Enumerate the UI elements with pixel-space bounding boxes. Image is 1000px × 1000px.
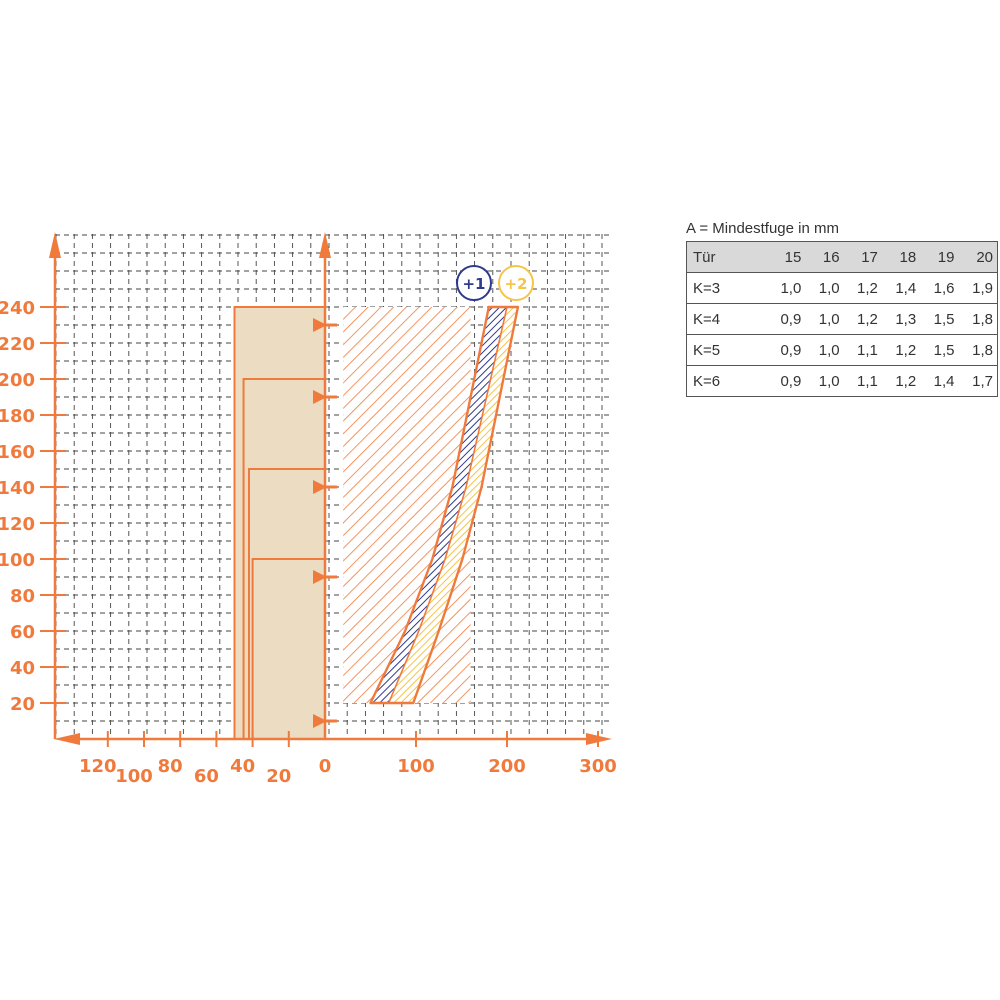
table-cell: 1,2 [881,365,921,397]
table-cell: 1,0 [805,272,844,304]
dimension-table: Tür 15 16 17 18 19 20 K=3 1,0 1,0 1,2 1,4 1,6 1,9 K=4… [686,241,998,397]
table-row-label: K=6 [686,365,767,397]
table-row-label: K=3 [686,272,767,304]
table-cell: 1,0 [767,272,806,304]
table-cell: 1,9 [958,272,998,304]
x-tick-label-left: 120 [79,756,117,777]
table-cell: 1,1 [843,334,882,366]
frame-step-line [233,306,325,739]
table-cell: 1,4 [920,365,959,397]
table-cell: 1,2 [881,334,921,366]
hinge-marker [313,714,327,728]
x-tick-label-left: 60 [194,766,219,787]
badge-label: +1 [462,275,485,293]
y-axis-left-arrow [49,232,61,258]
band-outline [369,305,520,705]
x-tick-label-left: 0 [319,756,332,777]
series-band [370,307,507,703]
table-cell: 1,3 [881,303,921,335]
table-header-col: 15 [767,241,806,273]
table-cell: 1,8 [958,303,998,335]
table-cell: 1,8 [958,334,998,366]
y-tick-label: 20 [10,694,35,715]
x-tick-label-right: 100 [397,756,435,777]
table-cell: 0,9 [767,303,806,335]
table-row: K=6 0,9 1,0 1,1 1,2 1,4 1,7 [686,365,998,397]
table-cell: 1,7 [958,365,998,397]
frame-step-line [251,558,325,739]
x-tick-label-right: 300 [579,756,617,777]
table-header-col: 16 [805,241,844,273]
hinge-marker [313,480,327,494]
table-row: K=3 1,0 1,0 1,2 1,4 1,6 1,9 [686,272,998,304]
table-cell: 0,9 [767,334,806,366]
dimension-table-block: A = Mindestfuge in mm Tür 15 16 17 18 19 20 K=… [686,220,998,397]
y-axis-center-arrow [319,232,331,258]
markers [313,318,337,728]
y-tick-label: 160 [0,442,35,463]
table-header-col: 19 [920,241,959,273]
table-cell: 1,2 [843,303,882,335]
table-header-col: 17 [843,241,882,273]
x-tick-label-left: 20 [266,766,291,787]
table-cell: 1,4 [881,272,921,304]
y-tick-label: 100 [0,550,35,571]
frame-diagram [233,306,325,739]
table-row-label: K=4 [686,303,767,335]
hinge-marker [313,318,327,332]
table-header-col: 18 [881,241,921,273]
table-row: K=4 0,9 1,0 1,2 1,3 1,5 1,8 [686,303,998,335]
y-tick-label: 60 [10,622,35,643]
table-cell: 1,1 [843,365,882,397]
series-band [388,307,518,703]
table-header-door: Tür [686,241,767,273]
y-tick-label: 200 [0,370,35,391]
x-axis-left-arrow [54,733,80,745]
badge-circle [498,265,534,301]
table-header-row: Tür 15 16 17 18 19 20 [686,241,998,273]
band-divider [387,306,508,704]
table-cell: 1,0 [805,303,844,335]
table-cell: 1,0 [805,365,844,397]
table-cell: 1,2 [843,272,882,304]
y-tick-label: 140 [0,478,35,499]
badge-label: +2 [504,275,527,293]
table-row: K=5 0,9 1,0 1,1 1,2 1,5 1,8 [686,334,998,366]
frame-step-line [242,378,325,739]
x-tick-label-left: 100 [115,766,153,787]
frame-step-line [247,468,325,739]
x-tick-label-left: 40 [230,756,255,777]
badge-circle [456,265,492,301]
series-bands [369,305,520,705]
y-tick-label: 120 [0,514,35,535]
x-tick-label-right: 200 [488,756,526,777]
table-cell: 1,5 [920,303,959,335]
y-tick-label: 180 [0,406,35,427]
table-cell: 0,9 [767,365,806,397]
hinge-marker [313,390,327,404]
table-header-col: 20 [958,241,998,273]
y-tick-label: 240 [0,298,35,319]
table-cell: 1,5 [920,334,959,366]
table-row-label: K=5 [686,334,767,366]
table-cell: 1,0 [805,334,844,366]
table-caption: A = Mindestfuge in mm [686,220,839,237]
hinge-marker [313,570,327,584]
y-tick-label: 220 [0,334,35,355]
table-cell: 1,6 [920,272,959,304]
legend-badges: +1 +2 [456,265,534,301]
axes [40,232,612,747]
y-tick-label: 40 [10,658,35,679]
y-tick-label: 80 [10,586,35,607]
x-tick-label-left: 80 [158,756,183,777]
